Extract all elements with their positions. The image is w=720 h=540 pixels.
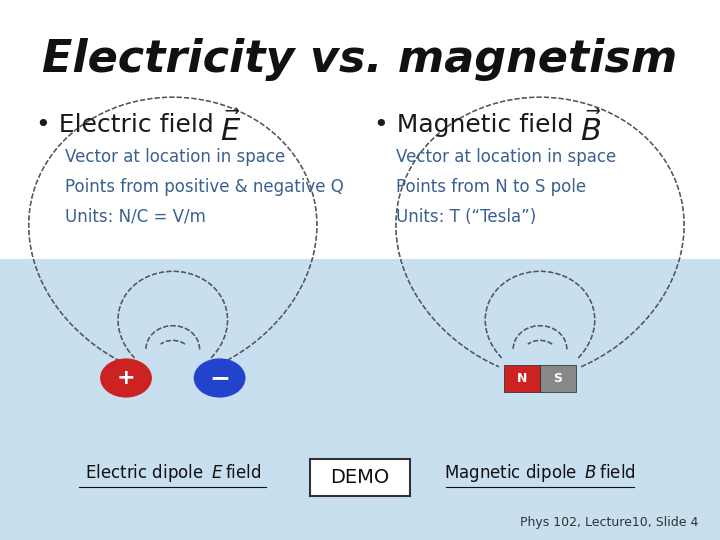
Text: • Electric field: • Electric field [36, 113, 222, 137]
Text: N: N [517, 372, 527, 384]
Bar [540, 364, 576, 391]
Text: $\vec{E}$: $\vec{E}$ [220, 111, 240, 147]
Text: • Magnetic field: • Magnetic field [374, 113, 582, 137]
Text: +: + [117, 368, 135, 388]
Text: DEMO: DEMO [330, 468, 390, 487]
FancyBboxPatch shape [0, 0, 720, 259]
Text: Units: N/C = V/m: Units: N/C = V/m [65, 208, 206, 226]
Text: Electricity vs. magnetism: Electricity vs. magnetism [42, 38, 678, 81]
Text: Vector at location in space: Vector at location in space [396, 148, 616, 166]
Bar [504, 364, 540, 391]
Text: −: − [209, 366, 230, 390]
Circle shape [194, 359, 245, 397]
Text: Phys 102, Lecture10, Slide 4: Phys 102, Lecture10, Slide 4 [520, 516, 698, 529]
Text: Magnetic dipole  $\mathit{B}$ field: Magnetic dipole $\mathit{B}$ field [444, 462, 636, 484]
Text: S: S [554, 372, 562, 384]
Text: Electric dipole  $\mathit{E}$ field: Electric dipole $\mathit{E}$ field [85, 462, 261, 484]
FancyBboxPatch shape [310, 459, 410, 496]
Text: Points from positive & negative Q: Points from positive & negative Q [65, 178, 343, 196]
Text: Points from N to S pole: Points from N to S pole [396, 178, 586, 196]
Circle shape [101, 359, 151, 397]
Text: $\vec{B}$: $\vec{B}$ [580, 111, 601, 147]
Text: Units: T (“Tesla”): Units: T (“Tesla”) [396, 208, 536, 226]
Text: Vector at location in space: Vector at location in space [65, 148, 285, 166]
